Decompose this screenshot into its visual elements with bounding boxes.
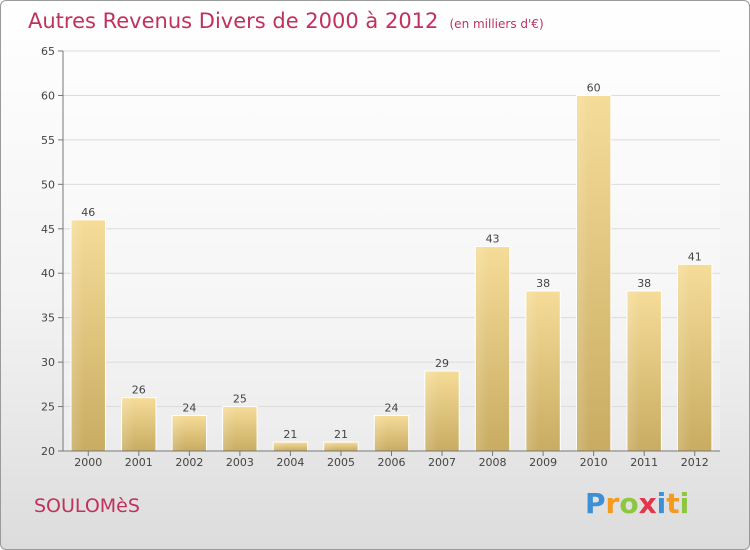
x-tick-label-2012: 2012 xyxy=(681,456,709,469)
y-tick-label: 55 xyxy=(41,134,55,147)
x-tick-label-2011: 2011 xyxy=(630,456,658,469)
y-tick-label: 25 xyxy=(41,401,55,414)
logo-letter: x xyxy=(638,487,657,520)
x-tick-label-2010: 2010 xyxy=(580,456,608,469)
data-label-2003: 25 xyxy=(233,393,247,406)
y-tick-label: 50 xyxy=(41,178,55,191)
x-tick-label-2002: 2002 xyxy=(175,456,203,469)
bar-highlight xyxy=(72,220,85,450)
bar-highlight xyxy=(678,265,691,450)
y-tick-label: 35 xyxy=(41,312,55,325)
data-label-2007: 29 xyxy=(435,357,449,370)
x-tick-label-2004: 2004 xyxy=(276,456,304,469)
proxiti-logo: Proxiti xyxy=(585,487,689,520)
bar-highlight xyxy=(173,416,186,450)
y-tick-label: 65 xyxy=(41,45,55,58)
bar-highlight xyxy=(425,372,438,450)
x-tick-label-2007: 2007 xyxy=(428,456,456,469)
x-tick-label-2001: 2001 xyxy=(125,456,153,469)
data-label-2009: 38 xyxy=(536,277,550,290)
bar-highlight xyxy=(577,96,590,450)
logo-letter: r xyxy=(605,487,620,520)
data-label-2006: 24 xyxy=(385,401,399,414)
logo-letter: i xyxy=(679,487,690,520)
y-tick-label: 30 xyxy=(41,356,55,369)
data-label-2005: 21 xyxy=(334,428,348,441)
x-tick-label-2008: 2008 xyxy=(479,456,507,469)
axes: 20 25 30 35 40 45 50 55 60 65 2000 2001 2002 2003 2004… xyxy=(41,45,720,469)
x-tick-label-2000: 2000 xyxy=(74,456,102,469)
data-label-2010: 60 xyxy=(587,81,601,94)
bars: 46 26 24 25 21 21 24 29 43 38 60 38 41 xyxy=(70,81,713,452)
plot-area xyxy=(63,51,720,451)
data-label-2002: 24 xyxy=(182,401,196,414)
bar-highlight xyxy=(476,247,489,450)
bar-highlight xyxy=(526,292,539,450)
chart-subtitle: (en milliers d'€) xyxy=(449,17,544,31)
bar-highlight xyxy=(274,443,287,450)
data-label-2004: 21 xyxy=(283,428,297,441)
title-block: Autres Revenus Divers de 2000 à 2012 (en… xyxy=(28,9,544,33)
logo-letter: P xyxy=(585,487,606,520)
bar-highlight xyxy=(375,416,388,450)
bar-highlight xyxy=(223,407,236,450)
bar-highlight xyxy=(628,292,641,450)
grid-lines xyxy=(63,50,720,451)
y-tick-label: 45 xyxy=(41,223,55,236)
data-label-2008: 43 xyxy=(486,233,500,246)
x-tick-label-2006: 2006 xyxy=(378,456,406,469)
bar-highlight xyxy=(324,443,337,450)
x-tick-label-2009: 2009 xyxy=(529,456,557,469)
logo-letter: i xyxy=(656,487,667,520)
commune-name: SOULOMèS xyxy=(34,495,140,517)
data-label-2001: 26 xyxy=(132,384,146,397)
logo-letter: o xyxy=(619,487,639,520)
chart-title: Autres Revenus Divers de 2000 à 2012 xyxy=(28,9,439,33)
data-label-2012: 41 xyxy=(688,250,702,263)
logo-letter: t xyxy=(666,487,680,520)
y-tick-label: 20 xyxy=(41,445,55,458)
y-tick-label: 40 xyxy=(41,267,55,280)
bar-highlight xyxy=(122,398,135,450)
x-tick-label-2003: 2003 xyxy=(226,456,254,469)
data-label-2011: 38 xyxy=(637,277,651,290)
x-tick-label-2005: 2005 xyxy=(327,456,355,469)
y-tick-label: 60 xyxy=(41,89,55,102)
data-label-2000: 46 xyxy=(81,206,95,219)
